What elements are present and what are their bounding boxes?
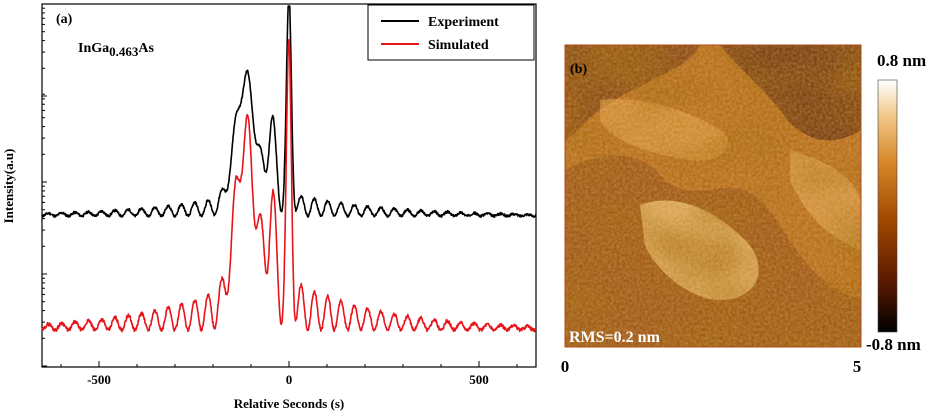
panel-a: -500 0 500 (a) InGa0.463As Experiment Simu… — [1, 3, 537, 411]
afm-x-tick-end: 5 — [853, 357, 862, 376]
x-axis-ticks: -500 0 500 — [60, 361, 518, 387]
colorbar — [877, 79, 898, 333]
y-axis-ticks — [42, 7, 47, 367]
y-axis-title: Intensity(a.u) — [1, 149, 16, 224]
x-axis-title: Relative Seconds (s) — [234, 396, 345, 411]
series-line-experiment — [41, 5, 537, 218]
afm-image — [565, 45, 861, 347]
afm-frame — [564, 44, 862, 348]
legend-box — [367, 4, 535, 61]
afm-grain — [565, 45, 861, 347]
panel-a-label: (a) — [56, 12, 73, 27]
panel-b: (b) RMS=0.2 nm 0 5 0.8 nm -0.8 nm — [561, 44, 926, 376]
sample-annotation: InGa0.463As — [78, 41, 154, 59]
rms-annotation: RMS=0.2 nm — [569, 329, 661, 346]
legend-label-simulated: Simulated — [428, 38, 489, 53]
panel-b-label: (b) — [570, 62, 587, 77]
afm-x-tick-start: 0 — [561, 357, 570, 376]
legend: Experiment Simulated — [367, 4, 535, 61]
x-tick-label: 0 — [286, 372, 293, 387]
series-line-simulated — [41, 38, 537, 333]
colorbar-max-label: 0.8 nm — [877, 51, 926, 70]
x-tick-label: -500 — [87, 372, 111, 387]
x-tick-label: 500 — [469, 372, 489, 387]
series-group — [41, 5, 537, 333]
legend-label-experiment: Experiment — [428, 15, 499, 30]
colorbar-min-label: -0.8 nm — [866, 335, 921, 354]
